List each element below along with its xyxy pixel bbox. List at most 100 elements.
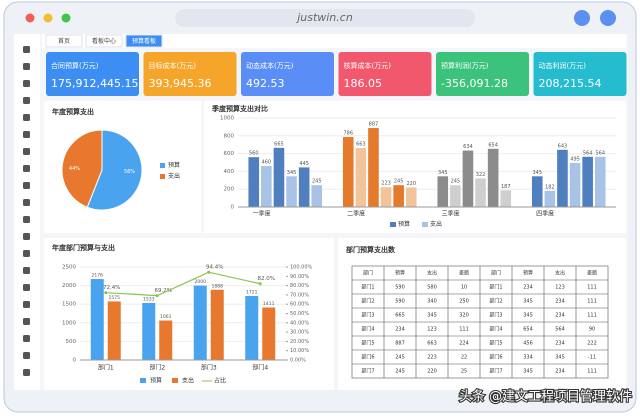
sidebar-icon[interactable] [23,182,30,189]
x-tick-label: 部门2 [149,364,165,372]
table-cell: 部门2 [489,298,502,305]
legend-swatch [160,163,165,168]
bar [393,185,404,207]
forward-button[interactable] [600,10,616,26]
kpi-value: 492.53 [246,77,285,90]
table-cell: 456 [523,341,533,347]
pie-label: 44% [69,166,80,172]
tab-label: 预算看板 [132,37,156,45]
tab[interactable] [125,34,163,48]
table-cell: 590 [395,285,405,291]
line-label: 82.0% [258,276,275,282]
sidebar-icon[interactable] [23,284,30,291]
bar-label: 1061 [160,314,172,320]
table-cell: 111 [587,313,597,319]
tab[interactable] [85,34,123,48]
sidebar-icon[interactable] [23,148,30,155]
table-cell: 245 [395,369,405,375]
table-header: 差额 [587,270,597,277]
bar-label: 460 [262,160,272,166]
kpi-value: 208,215.54 [539,77,602,90]
sidebar-icon[interactable] [23,199,30,206]
table-cell: -11 [588,355,596,361]
sidebar [14,34,40,390]
table-cell: 340 [427,299,437,305]
table-cell: 25 [461,369,467,375]
bar-label: 665 [274,141,284,147]
table-cell: 665 [395,313,405,319]
sidebar-icon[interactable] [23,80,30,87]
bar-label: 223 [381,181,391,187]
bar [531,176,543,207]
x-tick-label: 二季度 [347,210,365,218]
x-tick-label: 四季度 [536,210,554,218]
table-cell: 234 [555,341,565,347]
table-cell: 590 [395,299,405,305]
sidebar-icon[interactable] [23,352,30,359]
sidebar-icon[interactable] [23,267,30,274]
bar-label: 643 [558,143,568,149]
legend-label: 预算 [168,161,180,169]
y2-tick-label: 50.00% [290,311,309,317]
y2-tick-label: 10.00% [290,348,309,354]
bar [475,178,486,207]
legend-label: 支出 [168,172,180,180]
bar-label: 345 [438,170,448,176]
watermark: 头条 @建文工程项目管理软件 [459,389,632,405]
sidebar-icon[interactable] [23,131,30,138]
line-point [155,294,159,298]
table-cell: 234 [523,285,533,291]
sidebar-icon[interactable] [23,369,30,376]
x-tick-label: 部门4 [252,364,268,372]
sidebar-icon[interactable] [23,114,30,121]
sidebar-icon[interactable] [23,250,30,257]
bar-label: 495 [570,156,580,162]
legend-swatch [160,174,165,179]
url: justwin.cn [295,11,353,24]
bar-label: 560 [249,151,259,157]
url-bar[interactable] [175,9,475,27]
back-button[interactable] [574,10,590,26]
bar-label: 1888 [212,283,224,289]
sidebar-icon[interactable] [23,63,30,70]
y-tick-label: 0 [73,358,77,364]
x-tick-label: 部门1 [98,364,114,372]
chart-title: 年度部门预算与支出 [52,243,115,252]
y-tick-label: 400 [224,169,235,175]
sidebar-icon[interactable] [23,335,30,342]
table-cell: 部门2 [361,298,374,305]
tab[interactable] [45,34,83,48]
max-dot[interactable] [61,13,71,23]
bar-label: 1411 [263,301,275,307]
sidebar-icon[interactable] [23,216,30,223]
x-tick-label: 三季度 [442,210,460,218]
kpi-card [46,52,139,96]
bar [90,279,104,360]
table-cell: 224 [459,341,469,347]
bar [437,176,449,207]
y2-tick-label: 70.00% [290,292,309,298]
pie-slice [61,129,103,208]
bar [487,148,499,207]
sidebar-icon[interactable] [23,233,30,240]
x-tick-label: 部门3 [201,364,217,372]
sidebar-icon[interactable] [23,165,30,172]
kpi-card [533,52,627,96]
table-cell: 部门6 [361,354,374,361]
legend-swatch [172,378,178,383]
bar [342,137,354,207]
bar-label: 345 [287,170,297,176]
bar [107,301,121,360]
close-dot[interactable] [25,13,35,23]
y-tick-label: 800 [224,133,235,139]
kpi-label: 动态成本(万元) [246,61,294,70]
bar-label: 654 [488,142,498,148]
sidebar-icon[interactable] [23,301,30,308]
table-cell: 111 [459,327,469,333]
min-dot[interactable] [43,13,53,23]
sidebar-icon[interactable] [23,318,30,325]
table-header: 部门 [363,270,373,277]
sidebar-icon[interactable] [23,46,30,53]
sidebar-icon[interactable] [23,97,30,104]
table-title: 部门预算支出数 [346,245,396,254]
